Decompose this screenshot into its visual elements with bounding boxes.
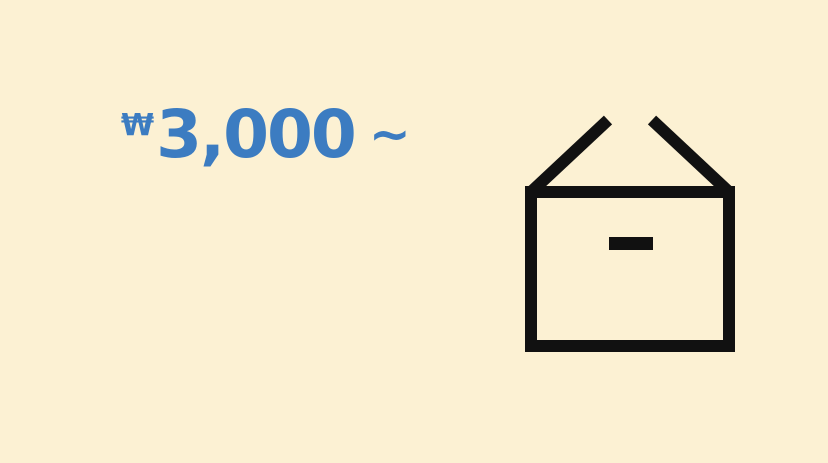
box-body <box>525 186 735 352</box>
currency-symbol: ₩ <box>121 108 155 143</box>
price-amount: 3,000 <box>156 96 357 173</box>
price-suffix: ~ <box>368 105 411 163</box>
price-label: ₩ 3,000 ~ <box>121 96 411 176</box>
box-label-slot <box>609 237 653 250</box>
box-flap-right <box>647 115 734 197</box>
box-icon <box>525 115 735 352</box>
box-flap-left <box>526 115 613 197</box>
